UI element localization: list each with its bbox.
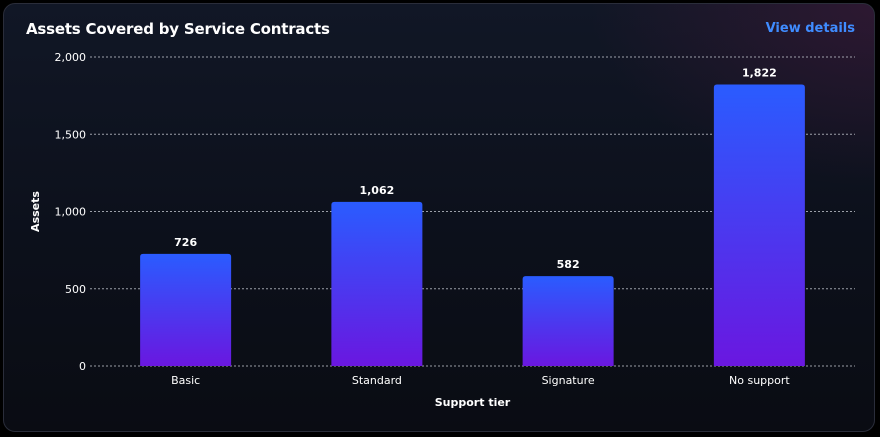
y-axis-ticks: 0 500 1,000 1,500 2,000 [55, 51, 87, 373]
x-tick-label: Standard [352, 374, 402, 387]
x-tick-label: Basic [171, 374, 200, 387]
y-tick-label: 0 [79, 360, 86, 373]
bar-basic [140, 253, 232, 366]
y-axis-title: Assets [29, 191, 42, 232]
y-tick-label: 500 [65, 283, 86, 296]
y-tick-label: 1,000 [55, 206, 87, 219]
view-details-link[interactable]: View details [765, 21, 855, 36]
x-axis-ticks: Basic Standard Signature No support [171, 374, 790, 387]
bar-no-support [713, 84, 805, 366]
bar-standard [331, 201, 423, 366]
bar-value-label: 582 [557, 258, 580, 271]
y-tick-label: 2,000 [55, 51, 87, 64]
y-tick-label: 1,500 [55, 128, 87, 141]
bar-value-label: 726 [174, 236, 197, 249]
bar-signature [522, 276, 614, 366]
data-labels: 726 1,062 582 1,822 [174, 67, 777, 272]
x-tick-label: No support [729, 374, 790, 387]
bars [140, 84, 805, 366]
bar-value-label: 1,062 [359, 184, 394, 197]
chart-title: Assets Covered by Service Contracts [26, 20, 330, 38]
x-axis-title: Support tier [435, 396, 511, 409]
bar-value-label: 1,822 [742, 67, 777, 80]
x-tick-label: Signature [542, 374, 595, 387]
